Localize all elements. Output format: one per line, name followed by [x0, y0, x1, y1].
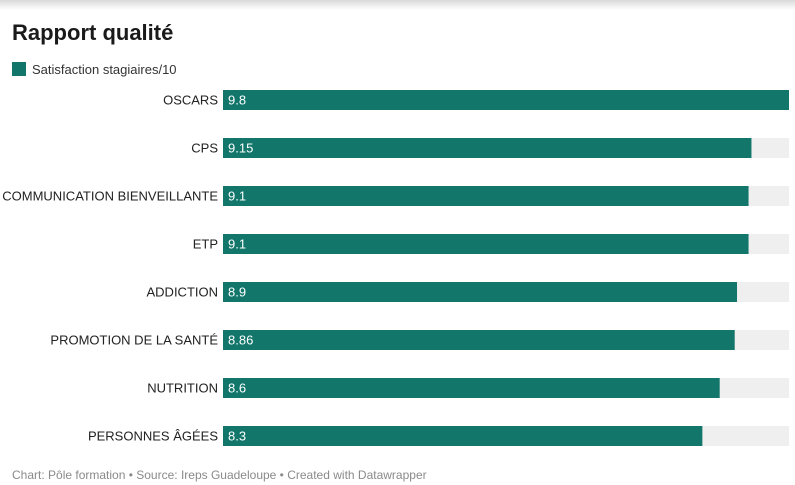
bar — [223, 330, 735, 350]
legend-label: Satisfaction stagiaires/10 — [32, 61, 177, 77]
category-label: NUTRITION — [147, 381, 218, 396]
chart-title: Rapport qualité — [12, 20, 174, 45]
value-label: 8.6 — [228, 381, 246, 396]
bar-chart: OSCARS 9.8 CPS 9.15 COMMUNICATION BIENVEILLA… — [2, 90, 789, 446]
bar — [223, 234, 749, 254]
bar — [223, 90, 789, 110]
category-label: PERSONNES ÂGÉES — [88, 429, 218, 444]
value-label: 8.9 — [228, 285, 246, 300]
legend-swatch — [12, 62, 26, 76]
bar — [223, 378, 720, 398]
value-label: 9.1 — [228, 237, 246, 252]
category-label: ETP — [193, 237, 218, 252]
value-label: 9.8 — [228, 93, 246, 108]
bar — [223, 186, 749, 206]
category-label: ADDICTION — [147, 285, 219, 300]
value-label: 9.1 — [228, 189, 246, 204]
value-label: 9.15 — [228, 141, 253, 156]
category-label: CPS — [191, 141, 218, 156]
chart-footer: Chart: Pôle formation • Source: Ireps Gu… — [12, 468, 427, 482]
legend: Satisfaction stagiaires/10 — [12, 61, 177, 77]
top-shadow-bar — [0, 0, 795, 10]
category-label: PROMOTION DE LA SANTÉ — [50, 333, 218, 348]
value-label: 8.86 — [228, 333, 253, 348]
category-label: OSCARS — [163, 93, 218, 108]
bar — [223, 426, 703, 446]
bar — [223, 282, 738, 302]
category-label: COMMUNICATION BIENVEILLANTE — [2, 189, 218, 204]
value-label: 8.3 — [228, 429, 246, 444]
bar — [223, 138, 752, 158]
